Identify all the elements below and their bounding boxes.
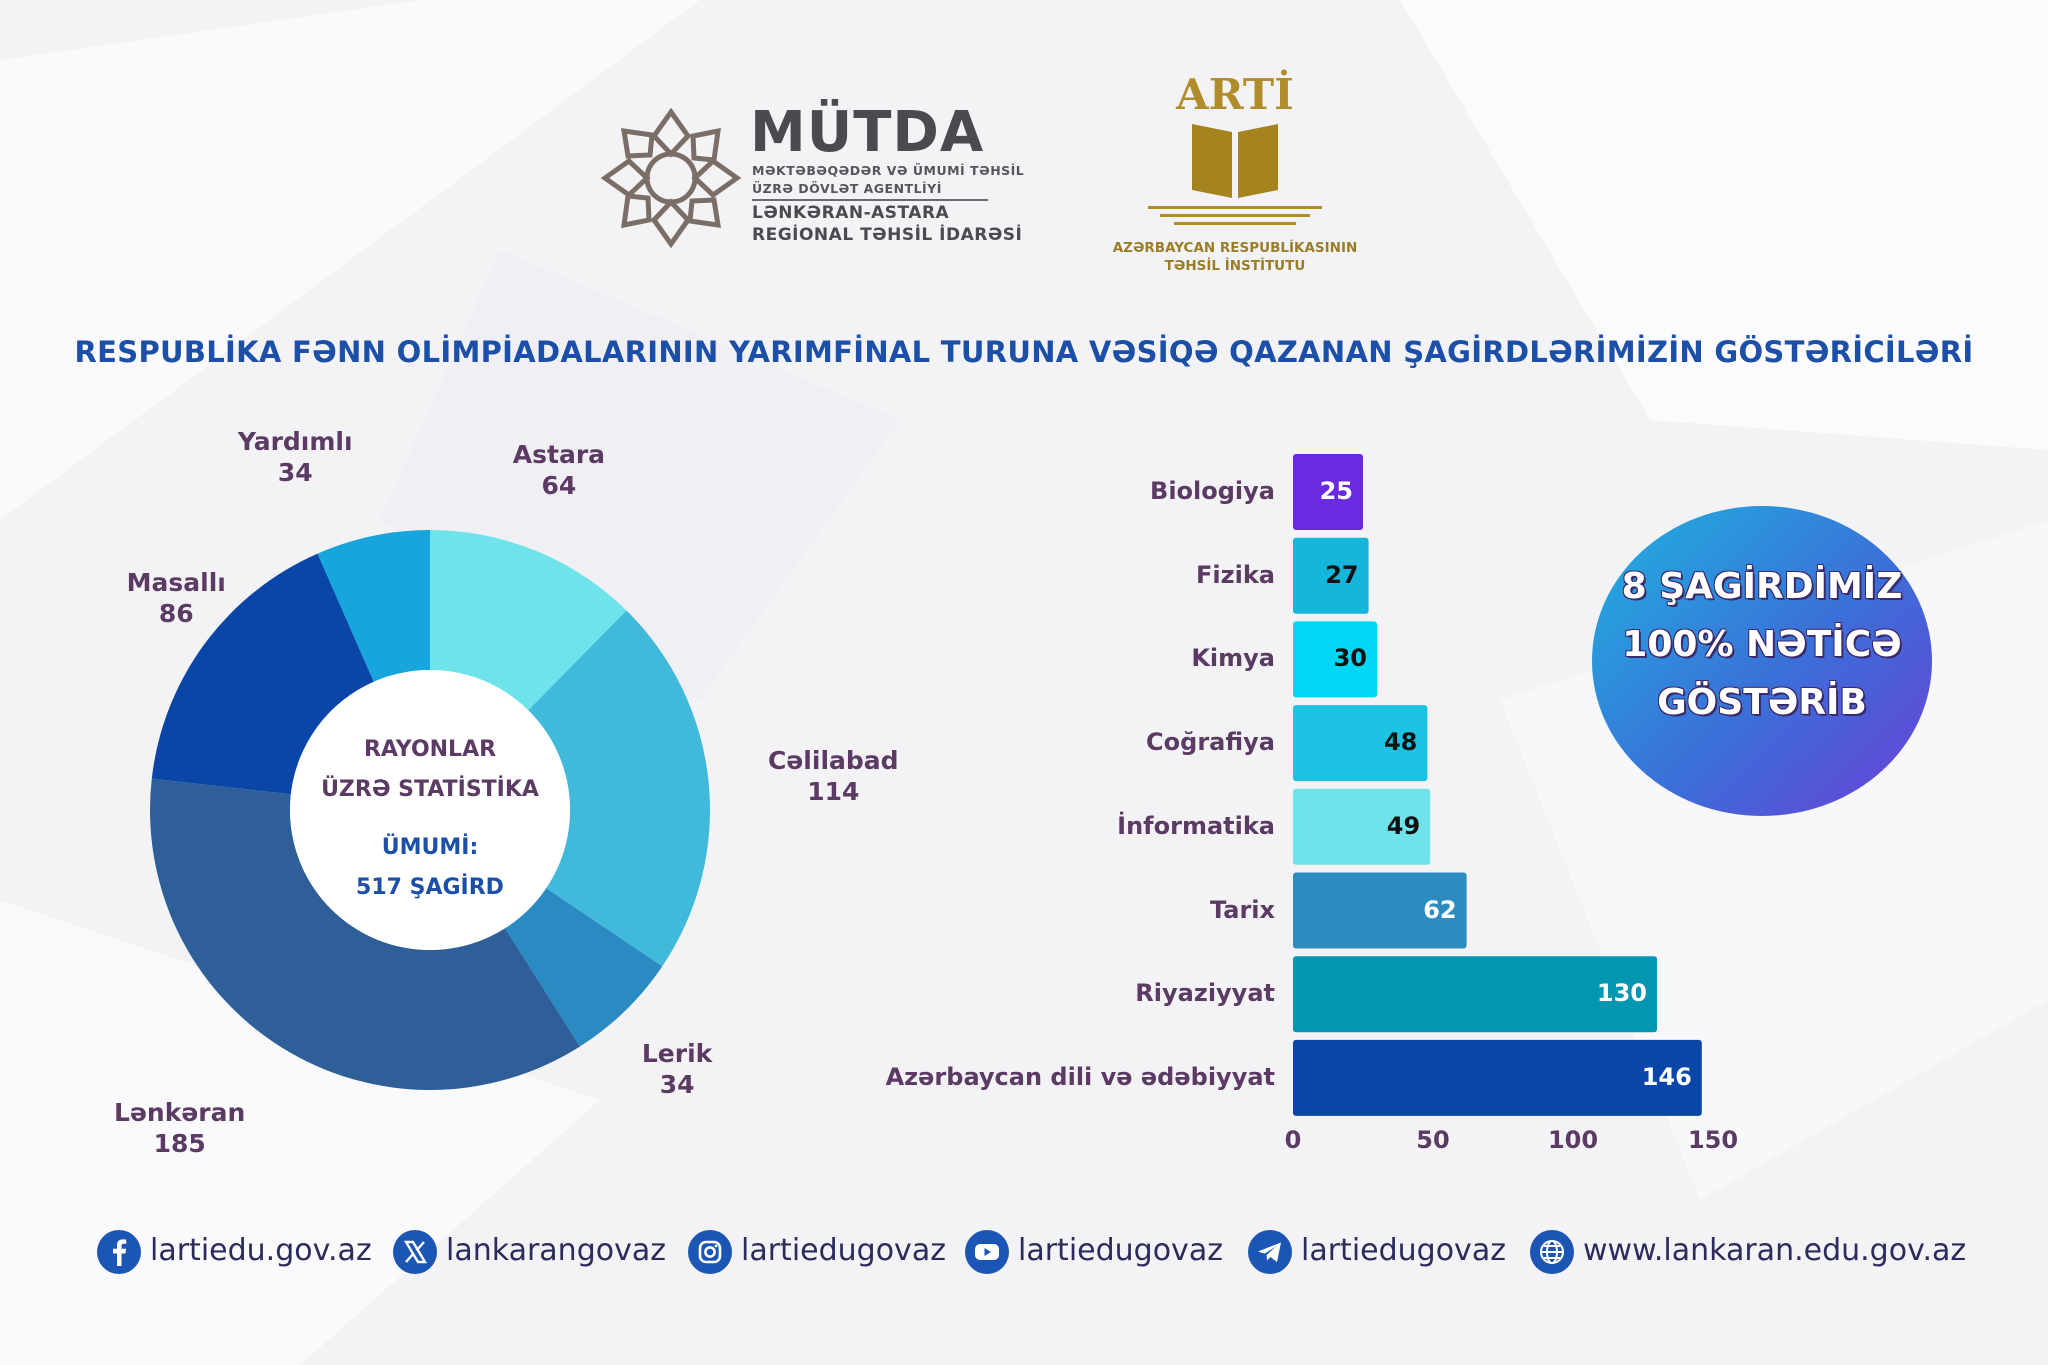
mutda-logo-region1: LƏNKƏRAN-ASTARA xyxy=(752,203,950,223)
donut-center-line1: RAYONLAR xyxy=(363,737,497,762)
donut-slice-lerik xyxy=(504,888,663,1047)
donut-slice-masall xyxy=(151,553,374,795)
donut-label-c-lilabad: Cəlilabad 114 xyxy=(723,745,943,807)
arti-book-icon xyxy=(1148,124,1322,225)
donut-slice-yard-ml xyxy=(317,530,430,682)
donut-label-name: Lerik xyxy=(641,1038,713,1068)
donut-label-value: 86 xyxy=(158,599,194,629)
donut-label-value: 34 xyxy=(277,458,313,488)
bar-biologiya xyxy=(1293,454,1363,530)
donut-label-lerik: Lerik 34 xyxy=(567,1038,787,1100)
bar-category-label: Coğrafiya xyxy=(1146,728,1275,757)
bar-value-label: 130 xyxy=(1596,979,1647,1008)
x-tick-label: 0 xyxy=(1284,1125,1302,1154)
social-x-text[interactable]: lankarangovaz xyxy=(446,1233,666,1268)
bar-value-label: 62 xyxy=(1423,895,1457,924)
donut-hole xyxy=(290,670,570,950)
arti-logo-line2: TƏHSİL İNSTİTUTU xyxy=(1164,258,1306,274)
bar-category-label: Riyaziyyat xyxy=(1135,979,1275,1008)
social-website-text[interactable]: www.lankaran.edu.gov.az xyxy=(1583,1233,1967,1268)
donut-slice-l-nk-ran xyxy=(149,778,580,1091)
bar-category-label: Kimya xyxy=(1191,644,1275,673)
badge-line3: GÖSTƏRİB xyxy=(1657,682,1867,723)
donut-label-value: 64 xyxy=(541,471,577,501)
mutda-logo-region2: REGİONAL TƏHSİL İDARƏSİ xyxy=(752,225,1023,245)
donut-label-name: Lənkəran xyxy=(114,1098,246,1128)
x-tick-label: 50 xyxy=(1416,1125,1450,1154)
donut-center-line3: ÜMUMİ: xyxy=(381,835,479,860)
bar-value-label: 146 xyxy=(1641,1062,1692,1091)
social-instagram-text[interactable]: lartiedugovaz xyxy=(741,1233,946,1268)
donut-slice-astara xyxy=(430,530,627,711)
donut-label-name: Yardımlı xyxy=(237,427,353,457)
badge-line1: 8 ŞAGİRDİMİZ xyxy=(1621,566,1903,607)
donut-label-astara: Astara 64 xyxy=(449,439,669,501)
instagram-icon[interactable] xyxy=(688,1230,732,1274)
x-tick-label: 100 xyxy=(1547,1125,1599,1154)
bar-az-rbaycan-dili-v-d-biyyat xyxy=(1293,1039,1702,1116)
donut-center-line4: 517 ŞAGİRD xyxy=(356,875,504,900)
bar-riyaziyyat xyxy=(1293,956,1657,1033)
donut-label-name: Astara xyxy=(512,440,606,470)
bar-category-label: Azərbaycan dili və ədəbiyyat xyxy=(885,1062,1275,1091)
telegram-icon[interactable] xyxy=(1248,1230,1292,1274)
bar-value-label: 48 xyxy=(1383,728,1418,757)
bar-cog-rafiya xyxy=(1293,705,1428,782)
mutda-logo-line2: ÜZRƏ DÖVLƏT AGENTLİYİ xyxy=(752,181,942,196)
arti-logo-line1: AZƏRBAYCAN RESPUBLİKASININ xyxy=(1112,240,1358,256)
donut-label-value: 114 xyxy=(807,776,860,806)
mutda-divider xyxy=(752,199,988,201)
bar-value-label: 30 xyxy=(1333,644,1367,673)
social-facebook-text[interactable]: lartiedu.gov.az xyxy=(150,1233,372,1268)
x-icon[interactable] xyxy=(393,1230,437,1274)
donut-label-l-nk-ran: Lənkəran 185 xyxy=(70,1097,290,1159)
donut-label-name: Masallı xyxy=(126,568,226,598)
social-youtube-text[interactable]: lartiedugovaz xyxy=(1018,1233,1223,1268)
x-tick-label: 150 xyxy=(1687,1125,1739,1154)
donut-slice-c-lilabad xyxy=(528,610,710,967)
bar-value-label: 27 xyxy=(1325,560,1359,589)
arti-logo-title: ARTİ xyxy=(1176,70,1294,119)
bar-fizika xyxy=(1293,537,1369,614)
facebook-icon[interactable] xyxy=(97,1230,141,1274)
page-title: RESPUBLİKA FƏNN OLİMPİADALARININ YARIMFİ… xyxy=(74,335,1974,369)
globe-icon[interactable] xyxy=(1530,1230,1574,1274)
mutda-logo-line1: MƏKTƏBƏQƏDƏR VƏ ÜMUMİ TƏHSİL xyxy=(752,163,1025,178)
bar-tarix xyxy=(1293,872,1467,949)
donut-label-name: Cəlilabad xyxy=(768,745,899,775)
bar-i-nformatika xyxy=(1293,788,1431,865)
bar-value-label: 49 xyxy=(1386,811,1421,840)
header-logos: MÜTDA MƏKTƏBƏQƏDƏR VƏ ÜMUMİ TƏHSİL ÜZRƏ … xyxy=(0,0,2048,300)
bar-value-label: 25 xyxy=(1319,477,1353,505)
mutda-logo-emblem xyxy=(600,108,742,248)
bar-category-label: Fizika xyxy=(1196,560,1275,589)
donut-label-yard-ml: Yardımlı 34 xyxy=(185,426,405,488)
social-telegram-text[interactable]: lartiedugovaz xyxy=(1301,1233,1506,1268)
donut-label-value: 34 xyxy=(659,1069,695,1099)
bar-category-label: Biologiya xyxy=(1150,477,1275,505)
badge-line2: 100% NƏTİCƏ xyxy=(1622,624,1902,665)
donut-label-value: 185 xyxy=(153,1129,206,1159)
donut-label-masall: Masallı 86 xyxy=(66,567,286,629)
result-badge xyxy=(1592,506,1932,816)
youtube-icon[interactable] xyxy=(965,1230,1009,1274)
bar-category-label: İnformatika xyxy=(1117,811,1275,840)
bar-kimya xyxy=(1293,621,1377,698)
mutda-logo-title: MÜTDA xyxy=(750,100,985,165)
bar-category-label: Tarix xyxy=(1209,895,1275,924)
donut-center-line2: ÜZRƏ STATİSTİKA xyxy=(321,777,539,802)
